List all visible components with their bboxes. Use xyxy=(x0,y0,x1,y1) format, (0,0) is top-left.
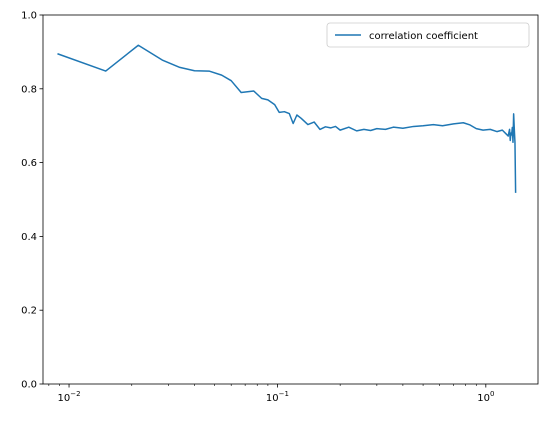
x-tick-exponent: −1 xyxy=(279,390,289,398)
x-tick-exponent: −2 xyxy=(70,390,80,398)
y-tick-label: 1.0 xyxy=(21,11,37,22)
x-tick-base: 10 xyxy=(58,393,71,404)
x-tick-exponent: 0 xyxy=(490,390,494,398)
x-tick-base: 10 xyxy=(266,393,279,404)
y-tick-label: 0.4 xyxy=(21,232,37,243)
legend-entry-label: correlation coefficient xyxy=(369,31,478,42)
y-tick-label: 0.2 xyxy=(21,306,37,317)
x-tick-base: 10 xyxy=(477,393,490,404)
legend: correlation coefficient xyxy=(327,23,529,47)
y-tick-label: 0.8 xyxy=(21,84,37,95)
y-tick-label: 0.6 xyxy=(21,158,37,169)
y-tick-label: 0.0 xyxy=(21,380,37,391)
